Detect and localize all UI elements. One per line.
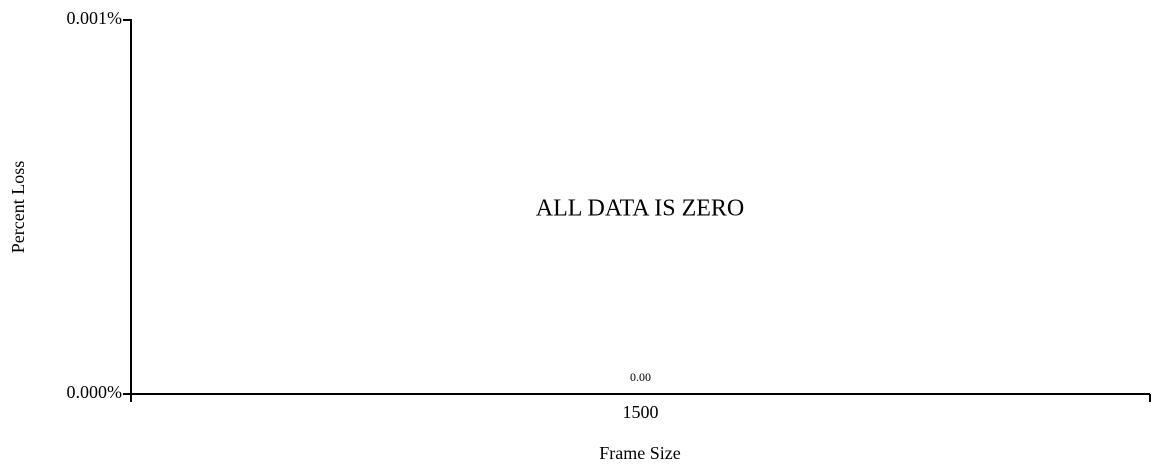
value-label: 0.00 (630, 370, 651, 384)
y-tick-label: 0.001% (67, 8, 123, 28)
x-tick-label: 1500 (623, 402, 659, 422)
x-axis-label: Frame Size (599, 443, 680, 463)
annotation: ALL DATA IS ZERO (536, 196, 745, 222)
y-axis-label: Percent Loss (8, 161, 28, 253)
y-tick-label: 0.000% (67, 382, 123, 402)
